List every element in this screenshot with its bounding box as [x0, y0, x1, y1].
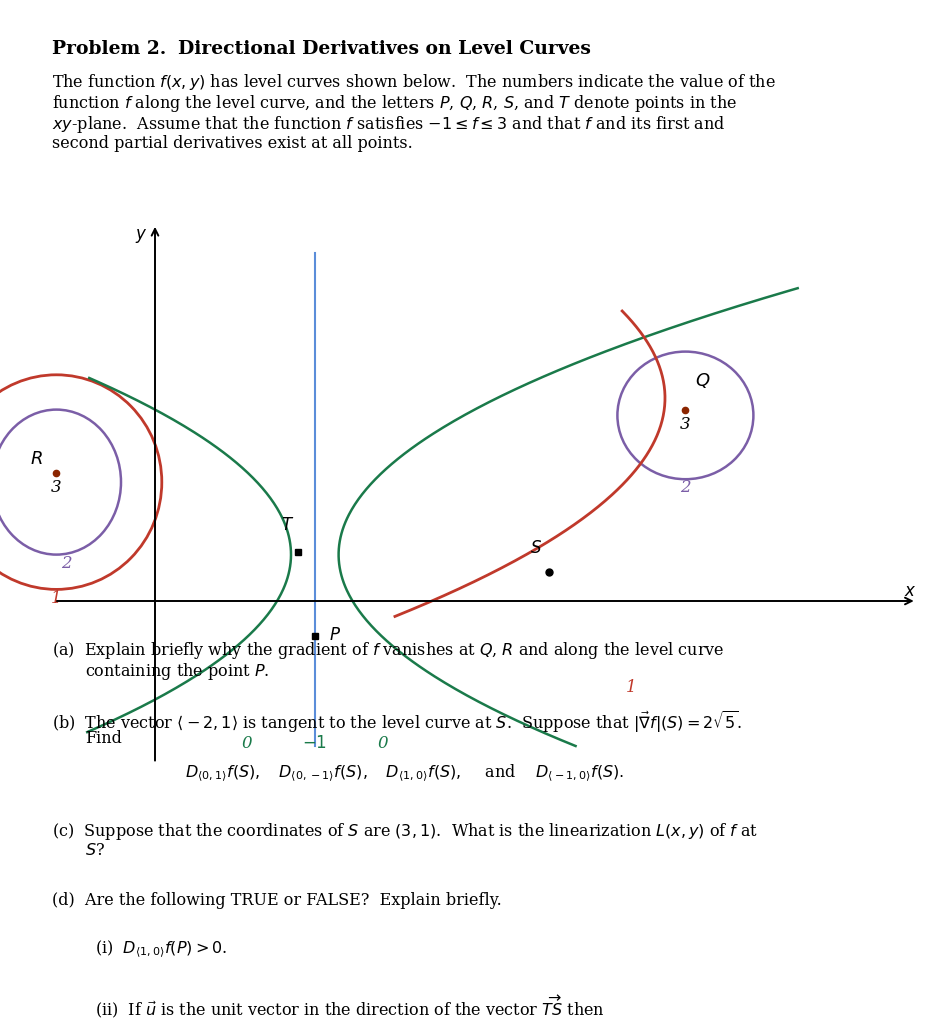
- Text: 2: 2: [680, 479, 691, 497]
- Text: 1: 1: [51, 590, 61, 606]
- Text: (c)  Suppose that the coordinates of $S$ are $(3, 1)$.  What is the linearizatio: (c) Suppose that the coordinates of $S$ …: [52, 820, 759, 842]
- Text: second partial derivatives exist at all points.: second partial derivatives exist at all …: [52, 135, 412, 152]
- Text: Directional Derivatives on Level Curves: Directional Derivatives on Level Curves: [178, 40, 591, 58]
- Text: $D_{\langle 0,1\rangle}f(S),\quad D_{\langle 0,-1\rangle}f(S),\quad D_{\langle 1: $D_{\langle 0,1\rangle}f(S),\quad D_{\la…: [185, 763, 624, 783]
- Text: (b)  The vector $\langle -2, 1 \rangle$ is tangent to the level curve at $S$.  S: (b) The vector $\langle -2, 1 \rangle$ i…: [52, 709, 742, 735]
- Text: (a)  Explain briefly why the gradient of $f$ vanishes at $Q$, $R$ and along the : (a) Explain briefly why the gradient of …: [52, 640, 724, 662]
- Text: 1: 1: [626, 680, 636, 696]
- Text: function $f$ along the level curve, and the letters $P$, $Q$, $R$, $S$, and $T$ : function $f$ along the level curve, and …: [52, 93, 737, 114]
- Text: 3: 3: [680, 416, 691, 432]
- Text: The function $f(x, y)$ has level curves shown below.  The numbers indicate the v: The function $f(x, y)$ has level curves …: [52, 72, 776, 92]
- Text: (ii)  If $\vec{u}$ is the unit vector in the direction of the vector $\overright: (ii) If $\vec{u}$ is the unit vector in …: [95, 992, 605, 1020]
- Text: $x$: $x$: [904, 583, 916, 599]
- Text: 0: 0: [241, 734, 252, 752]
- Text: $S$?: $S$?: [85, 842, 105, 859]
- Text: (i)  $D_{\langle 1,0\rangle}f(P) > 0$.: (i) $D_{\langle 1,0\rangle}f(P) > 0$.: [95, 939, 227, 961]
- Text: $y$: $y$: [135, 226, 147, 245]
- Text: $-1$: $-1$: [303, 734, 328, 752]
- Text: $Q$: $Q$: [695, 371, 710, 390]
- Text: Find: Find: [85, 730, 122, 748]
- Text: 2: 2: [61, 555, 72, 571]
- Text: $xy$-plane.  Assume that the function $f$ satisfies $-1 \leq f \leq 3$ and that : $xy$-plane. Assume that the function $f$…: [52, 114, 725, 135]
- Text: containing the point $P$.: containing the point $P$.: [85, 662, 269, 683]
- Text: (d)  Are the following TRUE or FALSE?  Explain briefly.: (d) Are the following TRUE or FALSE? Exp…: [52, 892, 502, 908]
- Text: $R$: $R$: [30, 450, 43, 468]
- Text: $T$: $T$: [281, 517, 294, 535]
- Text: 3: 3: [51, 479, 61, 497]
- Text: 0: 0: [377, 734, 388, 752]
- Text: $P$: $P$: [330, 628, 341, 644]
- Text: $S$: $S$: [530, 541, 542, 557]
- Text: Problem 2.: Problem 2.: [52, 40, 167, 58]
